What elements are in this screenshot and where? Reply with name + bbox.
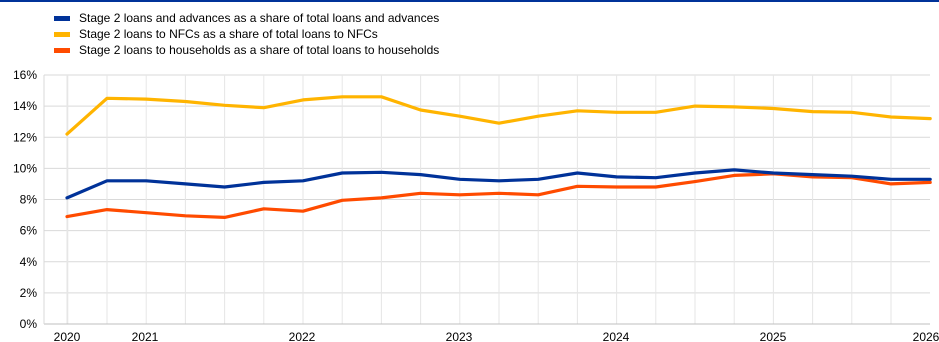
legend-label: Stage 2 loans to households as a share o…	[79, 43, 440, 57]
y-tick-label: 14%	[13, 99, 37, 113]
y-tick-label: 10%	[13, 161, 37, 175]
top-rule	[0, 0, 939, 2]
legend-item-all-loans: Stage 2 loans and advances as a share of…	[54, 10, 439, 26]
y-tick-label: 4%	[20, 255, 38, 269]
y-tick-label: 2%	[20, 286, 38, 300]
legend-label: Stage 2 loans and advances as a share of…	[79, 11, 440, 25]
legend-label: Stage 2 loans to NFCs as a share of tota…	[79, 27, 378, 41]
x-tick-label: 2026	[913, 330, 939, 342]
x-tick-label: 2024	[603, 330, 630, 342]
series-line-0	[65, 168, 932, 200]
legend-swatch	[54, 15, 70, 21]
x-tick-label: 2020	[54, 330, 81, 342]
x-tick-label: 2022	[289, 330, 316, 342]
legend-item-households: Stage 2 loans to households as a share o…	[54, 42, 439, 58]
y-tick-label: 16%	[13, 68, 37, 82]
y-tick-label: 0%	[20, 317, 38, 331]
y-tick-label: 8%	[20, 193, 38, 207]
legend-swatch	[54, 31, 70, 37]
legend-item-nfcs: Stage 2 loans to NFCs as a share of tota…	[54, 26, 439, 42]
y-tick-label: 6%	[20, 224, 38, 238]
series-line-1	[65, 95, 932, 136]
x-tick-label: 2023	[446, 330, 473, 342]
legend-swatch	[54, 47, 70, 53]
legend: Stage 2 loans and advances as a share of…	[54, 10, 439, 58]
y-tick-label: 12%	[13, 130, 37, 144]
x-tick-label: 2025	[760, 330, 787, 342]
x-tick-label: 2021	[132, 330, 159, 342]
